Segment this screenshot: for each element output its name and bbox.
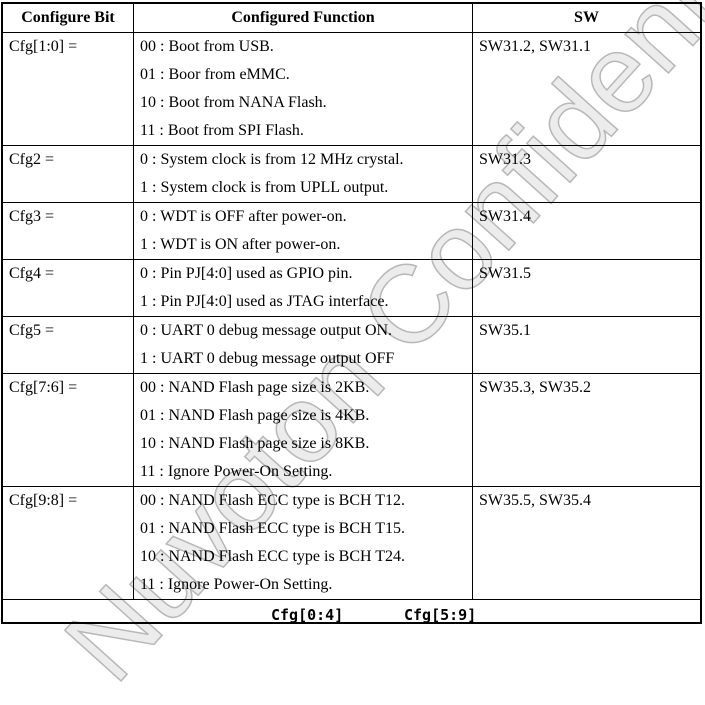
configure-bit: Cfg[1:0] = <box>9 38 78 55</box>
header-sw: SW <box>472 2 702 33</box>
function-cell: 00 : Boot from USB. 01 : Boor from eMMC. 1… <box>133 32 473 146</box>
function-option: 01 : NAND Flash page size is 4KB. <box>140 407 370 424</box>
function-option: 1 : System clock is from UPLL output. <box>140 179 389 196</box>
function-option: 11 : Ignore Power-On Setting. <box>140 576 333 593</box>
function-cell: 0 : System clock is from 12 MHz crystal.… <box>133 145 473 203</box>
configure-bit: Cfg2 = <box>9 151 55 168</box>
bit-cell: Cfg4 = <box>1 259 134 317</box>
bit-cell: Cfg[7:6] = <box>1 373 134 487</box>
switch-setting: SW35.3, SW35.2 <box>479 379 591 396</box>
function-option: 00 : NAND Flash ECC type is BCH T12. <box>140 492 406 509</box>
function-option: 01 : NAND Flash ECC type is BCH T15. <box>140 520 406 537</box>
function-option: 10 : Boot from NANA Flash. <box>140 94 327 111</box>
function-option: 1 : WDT is ON after power-on. <box>140 236 341 253</box>
sw-cell: SW35.3, SW35.2 <box>472 373 702 487</box>
switch-setting: SW31.4 <box>479 208 531 225</box>
bit-cell: Cfg3 = <box>1 202 134 260</box>
table-row: Cfg4 = 0 : Pin PJ[4:0] used as GPIO pin. 1… <box>1 259 702 317</box>
function-cell: 0 : Pin PJ[4:0] used as GPIO pin. 1 : Pin… <box>133 259 473 317</box>
function-option: 1 : Pin PJ[4:0] used as JTAG interface. <box>140 293 389 310</box>
sw-cell: SW35.1 <box>472 316 702 374</box>
sw-cell: SW31.3 <box>472 145 702 203</box>
bit-cell: Cfg5 = <box>1 316 134 374</box>
sw-cell: SW35.5, SW35.4 <box>472 486 702 600</box>
configure-bit: Cfg3 = <box>9 208 55 225</box>
function-option: 0 : UART 0 debug message output ON. <box>140 322 393 339</box>
switch-setting: SW31.3 <box>479 151 531 168</box>
function-cell: 00 : NAND Flash page size is 2KB. 01 : NA… <box>133 373 473 487</box>
configure-bit: Cfg5 = <box>9 322 55 339</box>
table-row: Cfg5 = 0 : UART 0 debug message output ON… <box>1 316 702 374</box>
switch-setting: SW35.1 <box>479 322 531 339</box>
table-row: Cfg[7:6] = 00 : NAND Flash page size is 2… <box>1 373 702 487</box>
table-row: Cfg[1:0] = 00 : Boot from USB. 01 : Boor f… <box>1 32 702 146</box>
sw-cell: SW31.2, SW31.1 <box>472 32 702 146</box>
function-cell: 0 : WDT is OFF after power-on. 1 : WDT is… <box>133 202 473 260</box>
function-option: 11 : Boot from SPI Flash. <box>140 122 304 139</box>
function-option: 0 : Pin PJ[4:0] used as GPIO pin. <box>140 265 353 282</box>
configure-bit: Cfg4 = <box>9 265 55 282</box>
bit-cell: Cfg[9:8] = <box>1 486 134 600</box>
bit-cell: Cfg2 = <box>1 145 134 203</box>
function-option: 01 : Boor from eMMC. <box>140 66 290 83</box>
figure-label-cfg-5-9: Cfg[5:9] <box>404 606 477 622</box>
function-option: 00 : NAND Flash page size is 2KB. <box>140 379 370 396</box>
switch-setting: SW31.2, SW31.1 <box>479 38 591 55</box>
figure-label-cfg-0-4: Cfg[0:4] <box>271 606 344 622</box>
switch-setting: SW35.5, SW35.4 <box>479 492 591 509</box>
header-configure-bit: Configure Bit <box>1 2 134 33</box>
figure-caption-row: Cfg[0:4] Cfg[5:9] <box>1 599 702 624</box>
function-option: 10 : NAND Flash page size is 8KB. <box>140 435 370 452</box>
configure-bit: Cfg[9:8] = <box>9 492 78 509</box>
function-cell: 00 : NAND Flash ECC type is BCH T12. 01 :… <box>133 486 473 600</box>
switch-setting: SW31.5 <box>479 265 531 282</box>
bit-cell: Cfg[1:0] = <box>1 32 134 146</box>
config-bit-table: Configure Bit Configured Function SW Cfg… <box>1 2 702 624</box>
table-row: Cfg[9:8] = 00 : NAND Flash ECC type is BC… <box>1 486 702 600</box>
function-option: 10 : NAND Flash ECC type is BCH T24. <box>140 548 406 565</box>
configure-bit: Cfg[7:6] = <box>9 379 78 396</box>
function-cell: 0 : UART 0 debug message output ON. 1 : U… <box>133 316 473 374</box>
table-row: Cfg2 = 0 : System clock is from 12 MHz cr… <box>1 145 702 203</box>
function-option: 00 : Boot from USB. <box>140 38 274 55</box>
function-option: 0 : System clock is from 12 MHz crystal. <box>140 151 404 168</box>
function-option: 0 : WDT is OFF after power-on. <box>140 208 347 225</box>
sw-cell: SW31.4 <box>472 202 702 260</box>
function-option: 1 : UART 0 debug message output OFF <box>140 350 395 367</box>
sw-cell: SW31.5 <box>472 259 702 317</box>
table-row: Cfg3 = 0 : WDT is OFF after power-on. 1 : … <box>1 202 702 260</box>
function-option: 11 : Ignore Power-On Setting. <box>140 463 333 480</box>
figure-caption-cell: Cfg[0:4] Cfg[5:9] <box>1 599 702 624</box>
table-header-row: Configure Bit Configured Function SW <box>1 2 702 33</box>
header-configured-function: Configured Function <box>133 2 473 33</box>
